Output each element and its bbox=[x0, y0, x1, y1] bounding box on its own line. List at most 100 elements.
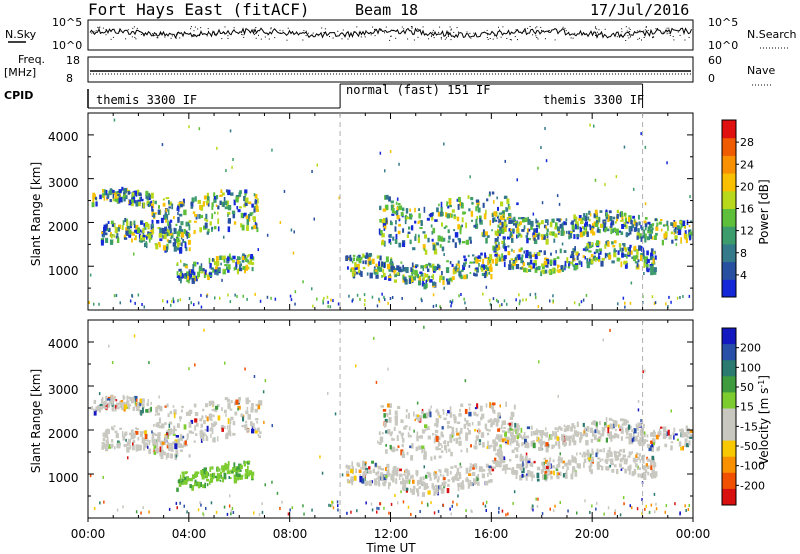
range-gate-cell bbox=[169, 431, 172, 435]
sporadic-echo-cell bbox=[501, 303, 503, 307]
range-gate-cell bbox=[389, 431, 393, 437]
range-gate-cell bbox=[116, 237, 120, 243]
range-gate-cell bbox=[601, 458, 604, 461]
range-gate-cell bbox=[626, 420, 629, 424]
range-gate-cell bbox=[381, 432, 384, 435]
range-gate-cell bbox=[449, 406, 452, 412]
colorbar-tick-label: 24 bbox=[740, 158, 754, 171]
range-gate-cell bbox=[455, 437, 459, 444]
noise-search-dot bbox=[527, 27, 529, 29]
noise-search-dot bbox=[668, 27, 670, 29]
sporadic-echo-cell bbox=[633, 187, 635, 191]
range-gate-cell bbox=[537, 430, 541, 433]
range-gate-cell bbox=[635, 254, 638, 259]
noise-search-dot bbox=[564, 27, 566, 29]
range-gate-cell bbox=[400, 261, 403, 264]
range-gate-cell bbox=[621, 252, 624, 258]
range-gate-cell bbox=[597, 437, 601, 440]
range-gate-cell bbox=[558, 472, 560, 476]
range-gate-cell bbox=[646, 456, 648, 460]
range-gate-cell bbox=[654, 218, 657, 221]
range-gate-cell bbox=[237, 209, 241, 213]
range-gate-cell bbox=[458, 436, 462, 440]
sporadic-echo-cell bbox=[390, 502, 393, 506]
range-gate-cell bbox=[498, 212, 502, 215]
range-gate-cell bbox=[540, 271, 543, 277]
range-gate-cell bbox=[209, 427, 213, 432]
range-gate-cell bbox=[467, 427, 469, 430]
range-gate-cell bbox=[470, 197, 474, 201]
range-gate-cell bbox=[460, 449, 463, 453]
range-gate-cell bbox=[494, 230, 498, 236]
range-gate-cell bbox=[576, 253, 580, 256]
range-gate-cell bbox=[661, 239, 664, 246]
range-gate-cell bbox=[562, 460, 566, 464]
range-gate-cell bbox=[557, 441, 561, 447]
range-gate-cell bbox=[205, 219, 209, 222]
sporadic-echo-cell bbox=[389, 297, 392, 300]
range-gate-cell bbox=[422, 265, 425, 271]
range-gate-cell bbox=[493, 211, 497, 216]
noise-search-dot bbox=[305, 31, 307, 33]
range-gate-cell bbox=[214, 475, 218, 479]
range-gate-cell bbox=[114, 193, 118, 199]
range-gate-cell bbox=[620, 261, 623, 268]
range-gate-cell bbox=[100, 239, 104, 246]
range-gate-cell bbox=[225, 432, 230, 436]
range-gate-cell bbox=[503, 261, 506, 268]
sporadic-echo-cell bbox=[148, 361, 150, 365]
noise-search-dot bbox=[535, 35, 537, 37]
range-gate-cell bbox=[351, 270, 355, 277]
range-gate-cell bbox=[636, 232, 640, 237]
range-gate-cell bbox=[591, 456, 594, 462]
range-gate-cell bbox=[180, 444, 184, 449]
range-gate-cell bbox=[441, 426, 444, 430]
range-gate-cell bbox=[475, 481, 478, 484]
sporadic-echo-cell bbox=[532, 212, 535, 216]
range-gate-cell bbox=[137, 447, 142, 451]
range-gate-cell bbox=[481, 268, 484, 272]
range-gate-cell bbox=[676, 225, 680, 231]
noise-search-dot bbox=[227, 35, 229, 37]
range-gate-cell bbox=[247, 460, 251, 463]
range-gate-cell bbox=[430, 456, 433, 461]
range-gate-cell bbox=[368, 466, 371, 470]
range-gate-cell bbox=[228, 402, 231, 408]
range-gate-cell bbox=[176, 241, 180, 248]
range-gate-cell bbox=[486, 198, 489, 202]
range-gate-cell bbox=[614, 455, 618, 461]
noise-right-label: N.Search bbox=[747, 28, 797, 41]
sporadic-echo-cell bbox=[332, 506, 335, 510]
range-gate-cell bbox=[128, 234, 132, 238]
sporadic-echo-cell bbox=[113, 118, 116, 122]
range-gate-cell bbox=[465, 432, 467, 438]
range-gate-cell bbox=[146, 198, 149, 201]
range-gate-cell bbox=[220, 476, 224, 479]
range-gate-cell bbox=[365, 252, 369, 259]
range-gate-cell bbox=[469, 272, 472, 274]
range-gate-cell bbox=[183, 229, 186, 234]
range-gate-cell bbox=[524, 438, 527, 444]
range-gate-cell bbox=[618, 230, 621, 233]
range-gate-cell bbox=[652, 439, 655, 446]
range-gate-cell bbox=[231, 210, 236, 214]
range-gate-cell bbox=[528, 265, 532, 268]
range-gate-cell bbox=[109, 239, 114, 245]
range-gate-cell bbox=[249, 255, 254, 260]
range-gate-cell bbox=[484, 252, 486, 257]
sporadic-echo-cell bbox=[113, 294, 116, 298]
range-gate-cell bbox=[494, 238, 498, 244]
range-gate-cell bbox=[354, 267, 358, 270]
noise-search-dot bbox=[323, 32, 325, 33]
range-gate-cell bbox=[188, 270, 191, 277]
noise-search-dot bbox=[535, 27, 537, 29]
range-gate-cell bbox=[112, 193, 115, 199]
noise-right-tick-bottom: 10^0 bbox=[708, 39, 738, 52]
sporadic-echo-cell bbox=[177, 212, 179, 215]
range-gate-cell bbox=[244, 191, 247, 196]
range-gate-cell bbox=[121, 431, 124, 437]
range-gate-cell bbox=[578, 215, 582, 219]
sporadic-echo-cell bbox=[103, 500, 105, 504]
sporadic-echo-cell bbox=[583, 430, 585, 434]
range-gate-cell bbox=[409, 445, 412, 448]
